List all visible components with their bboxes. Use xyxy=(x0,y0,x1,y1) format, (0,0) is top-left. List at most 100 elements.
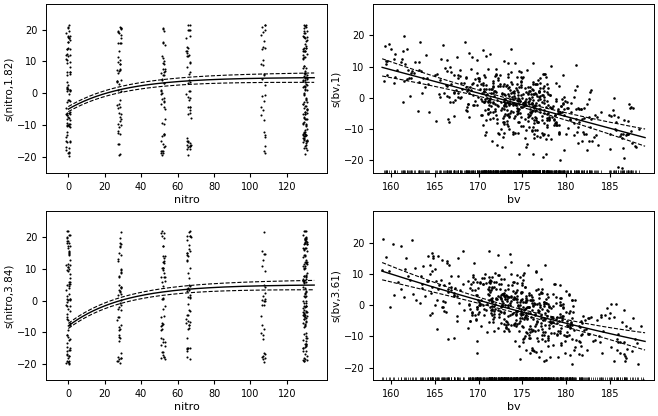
Point xyxy=(522,297,532,303)
Point xyxy=(514,96,524,102)
Point xyxy=(505,311,515,318)
Point xyxy=(607,387,617,394)
Point xyxy=(544,324,555,331)
Point xyxy=(492,116,503,122)
Point xyxy=(534,109,545,116)
Point xyxy=(449,335,459,342)
Point xyxy=(458,281,468,287)
Point xyxy=(418,262,428,269)
Point xyxy=(554,130,565,136)
Point xyxy=(482,99,493,105)
Point xyxy=(547,114,557,120)
Point xyxy=(539,106,549,113)
Point xyxy=(521,88,532,95)
Point xyxy=(585,124,595,131)
Point xyxy=(516,307,526,314)
Point xyxy=(539,120,549,126)
Point xyxy=(409,58,420,65)
Point xyxy=(503,100,513,106)
Point xyxy=(525,106,536,113)
Point xyxy=(626,174,637,181)
Point xyxy=(520,295,531,302)
Point xyxy=(484,279,495,285)
Point xyxy=(491,89,501,96)
Point xyxy=(485,94,495,101)
Point xyxy=(512,295,522,302)
Point xyxy=(532,132,543,139)
Point xyxy=(536,290,546,296)
Point xyxy=(561,318,572,324)
Point xyxy=(479,132,490,139)
Point xyxy=(478,87,489,94)
Point xyxy=(513,105,523,112)
Point xyxy=(565,116,576,123)
Point xyxy=(422,74,433,81)
Point xyxy=(480,106,490,113)
Point xyxy=(577,331,588,337)
Point xyxy=(509,322,520,329)
Point xyxy=(567,314,577,321)
Point xyxy=(449,293,459,300)
Point xyxy=(459,307,469,314)
Point xyxy=(569,132,579,139)
Point xyxy=(443,286,453,292)
Point xyxy=(456,79,467,86)
Point xyxy=(532,286,543,292)
Point xyxy=(488,80,498,87)
Point xyxy=(473,310,484,317)
Point xyxy=(520,306,530,312)
Point xyxy=(570,61,581,68)
Point xyxy=(445,99,455,106)
Point xyxy=(480,98,491,104)
Point xyxy=(518,277,528,283)
Point xyxy=(520,313,530,320)
Point xyxy=(441,309,451,316)
Point xyxy=(555,110,566,116)
Point xyxy=(526,327,537,334)
Point xyxy=(584,314,594,321)
Point xyxy=(489,279,499,285)
Point xyxy=(584,95,594,102)
Point xyxy=(513,91,523,98)
Point xyxy=(594,333,604,339)
Point xyxy=(534,88,544,94)
Point xyxy=(488,319,498,326)
Point xyxy=(484,97,494,104)
Point xyxy=(499,294,510,300)
Point xyxy=(495,285,505,292)
Point xyxy=(609,357,620,364)
Point xyxy=(536,305,547,312)
Point xyxy=(499,315,509,322)
Point xyxy=(500,264,511,270)
Point xyxy=(511,111,522,118)
Point xyxy=(495,72,505,78)
Point xyxy=(490,106,500,112)
Point xyxy=(524,109,535,116)
Point xyxy=(567,308,578,315)
Point xyxy=(507,100,518,106)
Point xyxy=(390,51,401,57)
Point xyxy=(519,305,530,312)
Point xyxy=(558,100,569,107)
Point xyxy=(569,326,579,333)
Point xyxy=(486,310,496,317)
Point xyxy=(542,97,552,104)
Point xyxy=(524,87,534,94)
Point xyxy=(491,279,501,285)
Point xyxy=(438,297,449,304)
Point xyxy=(559,111,569,118)
Point xyxy=(437,304,447,310)
Point xyxy=(468,92,478,99)
Point xyxy=(557,305,568,312)
Point xyxy=(533,119,544,126)
Point xyxy=(509,320,520,327)
Point xyxy=(564,291,574,297)
Point xyxy=(510,130,520,136)
Point xyxy=(562,105,572,111)
Point xyxy=(440,299,451,305)
Point xyxy=(485,277,495,284)
Point xyxy=(432,71,442,77)
Point xyxy=(510,294,520,301)
Point xyxy=(603,315,614,322)
Point xyxy=(619,155,630,161)
